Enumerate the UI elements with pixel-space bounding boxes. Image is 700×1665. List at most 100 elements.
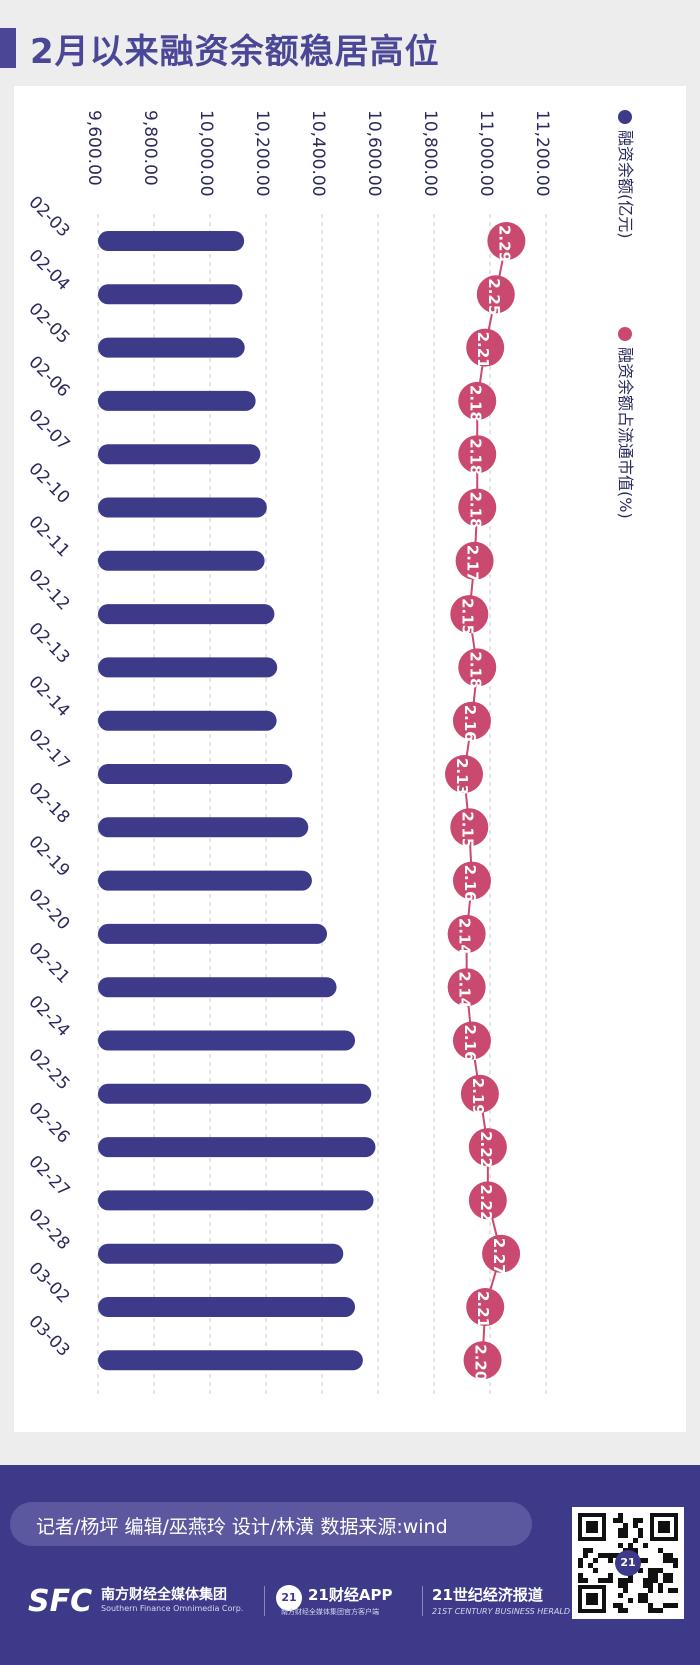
qr-module xyxy=(653,1578,658,1583)
qr-module xyxy=(608,1573,613,1578)
bar xyxy=(98,657,278,678)
qr-module xyxy=(648,1588,653,1593)
qr-module xyxy=(638,1598,643,1603)
category-label: 02-13 xyxy=(24,619,73,668)
qr-module xyxy=(618,1513,623,1518)
qr-code[interactable]: 21 xyxy=(572,1507,684,1619)
qr-module xyxy=(628,1598,633,1603)
qr-module xyxy=(668,1573,673,1578)
credits-pill: 记者/杨坪 编辑/巫燕玲 设计/林潢 数据来源:wind xyxy=(10,1502,532,1546)
category-label: 02-04 xyxy=(24,246,73,295)
qr-module xyxy=(673,1603,678,1608)
qr-module xyxy=(578,1573,583,1578)
ratio-marker xyxy=(450,595,489,634)
ratio-marker xyxy=(455,541,494,580)
ratio-data-label: 2.14 xyxy=(456,918,474,955)
ratio-marker xyxy=(445,755,483,793)
bar xyxy=(98,1297,356,1317)
qr-module xyxy=(608,1553,613,1558)
ratio-marker xyxy=(447,968,486,1007)
ratio-data-label: 2.22 xyxy=(477,1131,495,1168)
category-label: 02-07 xyxy=(24,406,73,455)
qr-module xyxy=(633,1538,638,1543)
category-label: 02-17 xyxy=(24,725,73,774)
credits-text: 记者/杨坪 编辑/巫燕玲 设计/林潢 数据来源:wind xyxy=(36,1516,448,1538)
qr-module xyxy=(598,1553,603,1558)
ratio-data-label: 2.22 xyxy=(477,1184,495,1221)
qr-module xyxy=(673,1558,678,1563)
qr-module xyxy=(658,1588,663,1593)
qr-module xyxy=(643,1593,648,1598)
category-label: 02-03 xyxy=(24,192,73,241)
ratio-data-label: 2.16 xyxy=(461,1025,479,1062)
bar xyxy=(98,1243,344,1264)
qr-module xyxy=(578,1558,583,1563)
qr-module xyxy=(643,1558,648,1563)
qr-module xyxy=(658,1583,663,1588)
ratio-data-label: 2.18 xyxy=(466,438,484,475)
bar xyxy=(98,550,265,571)
qr-module xyxy=(588,1548,593,1553)
category-label: 02-18 xyxy=(24,779,73,828)
value-axis-tick-label: 9,800.00 xyxy=(140,110,160,186)
category-label: 02-12 xyxy=(24,565,73,614)
category-label: 03-02 xyxy=(24,1258,73,1307)
logo-row: SFC 南方财经全媒体集团 Southern Finance Omnimedia… xyxy=(0,1574,570,1634)
ratio-marker xyxy=(482,1234,521,1273)
qr-module xyxy=(643,1598,648,1603)
qr-module xyxy=(648,1603,653,1608)
ratio-marker xyxy=(452,861,491,900)
ratio-marker xyxy=(468,1181,507,1220)
qr-module xyxy=(593,1558,598,1563)
value-axis-tick-label: 10,000.00 xyxy=(196,110,216,197)
qr-module xyxy=(628,1578,633,1583)
qr-module xyxy=(618,1518,623,1523)
ratio-marker xyxy=(487,222,526,260)
ratio-data-label: 2.27 xyxy=(490,1238,508,1275)
ratio-marker xyxy=(458,381,497,420)
qr-module xyxy=(648,1578,653,1583)
qr-module xyxy=(663,1573,668,1578)
qr-module xyxy=(628,1543,633,1548)
qr-module xyxy=(658,1521,670,1533)
category-label: 02-05 xyxy=(24,299,73,348)
ratio-marker xyxy=(450,808,489,847)
legend-swatch xyxy=(618,327,632,341)
ratio-data-label: 2.13 xyxy=(453,758,471,795)
ratio-data-label: 2.19 xyxy=(469,1078,487,1115)
bar xyxy=(98,710,277,731)
sfc-name: 南方财经全媒体集团 xyxy=(101,1587,227,1603)
ratio-marker xyxy=(463,1341,502,1380)
ratio-data-label: 2.25 xyxy=(485,278,503,315)
legend-label: 融资余额占流通市值(%) xyxy=(616,347,635,519)
qr-module xyxy=(603,1553,608,1558)
sfc-logo: SFC xyxy=(28,1584,93,1619)
divider xyxy=(264,1586,265,1616)
category-label: 02-24 xyxy=(24,992,73,1041)
ratio-data-label: 2.21 xyxy=(474,1291,492,1328)
qr-module xyxy=(623,1608,628,1613)
chart: 9,600.00 9,800.00 10,000.00 10,200.00 10,400… xyxy=(24,110,635,1396)
ratio-marker xyxy=(452,701,491,740)
qr-module xyxy=(598,1578,603,1583)
qr-module xyxy=(668,1603,673,1608)
title-accent-bar xyxy=(0,28,16,68)
category-label: 02-06 xyxy=(24,352,73,401)
herald-name: 21世纪经济报道 xyxy=(432,1586,543,1604)
category-label: 02-19 xyxy=(24,832,73,881)
qr-module xyxy=(613,1518,618,1523)
ratio-data-label: 2.15 xyxy=(458,598,476,635)
qr-module xyxy=(648,1583,653,1588)
bar xyxy=(98,923,328,944)
qr-module xyxy=(668,1588,673,1593)
qr-module xyxy=(668,1553,673,1558)
value-axis-tick-label: 10,200.00 xyxy=(252,110,272,197)
bar xyxy=(98,870,312,891)
ratio-data-label: 2.18 xyxy=(466,385,484,422)
qr-module xyxy=(673,1563,678,1568)
ratio-marker xyxy=(452,1021,491,1060)
qr-module xyxy=(648,1608,653,1613)
category-label: 02-20 xyxy=(24,885,73,934)
qr-module xyxy=(638,1533,643,1538)
qr-module xyxy=(658,1548,663,1553)
